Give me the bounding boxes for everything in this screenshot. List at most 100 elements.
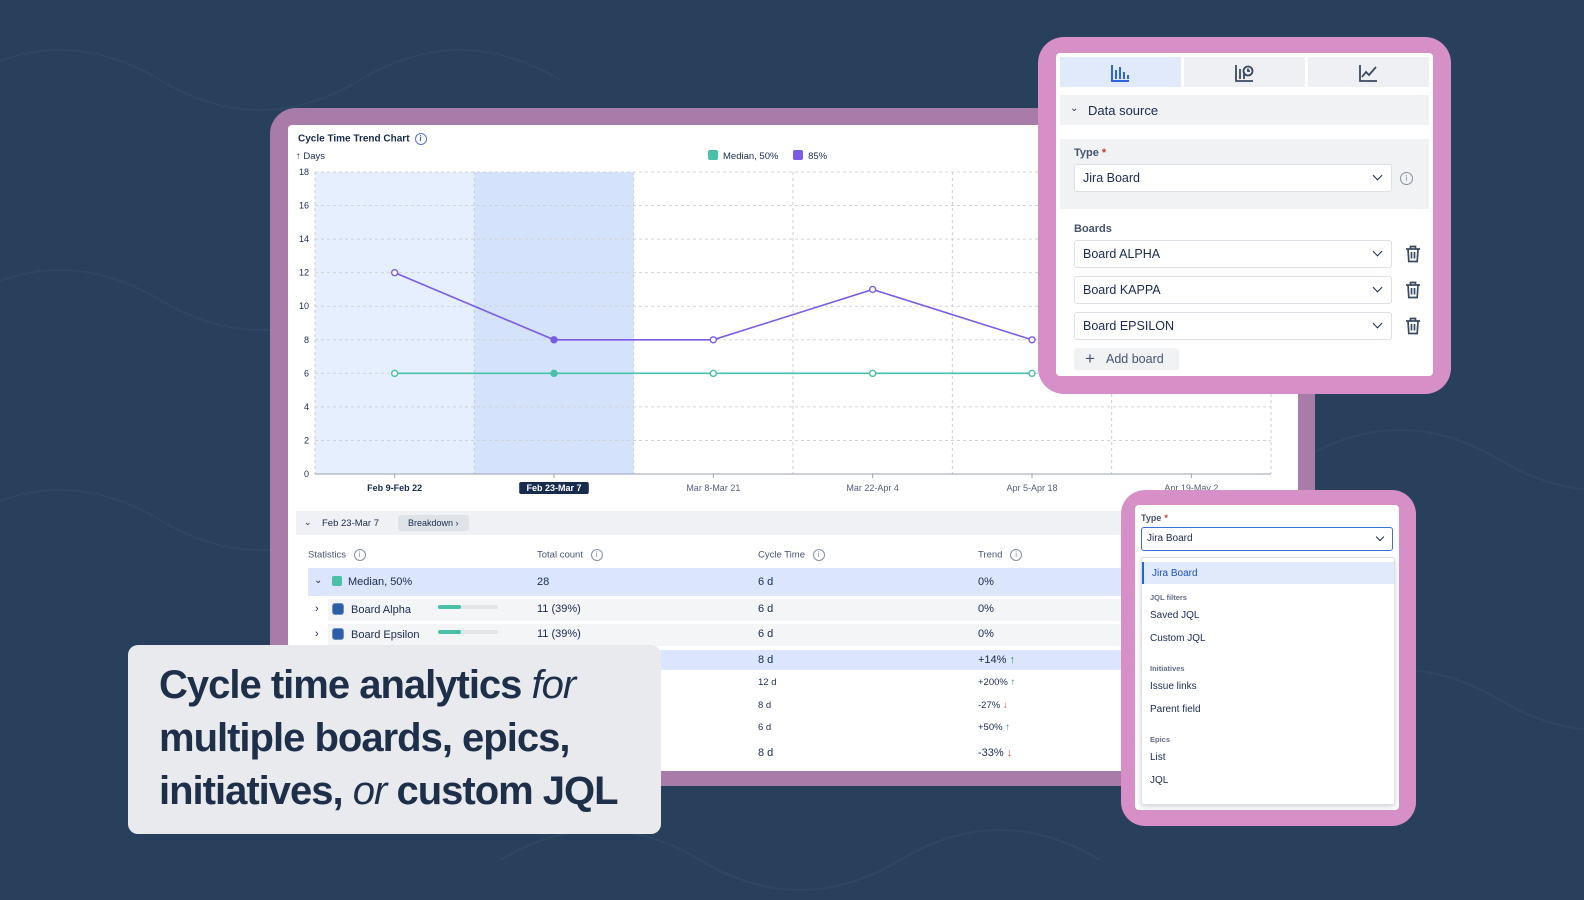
- share-bar-fill: [438, 630, 462, 634]
- header-trend: Trend i: [978, 549, 1023, 561]
- info-icon[interactable]: i: [414, 133, 427, 145]
- type-label-text: Type: [1141, 513, 1162, 523]
- legend-item-median[interactable]: Median, 50%: [708, 150, 778, 162]
- legend-swatch-median: [708, 150, 718, 160]
- trend: 0%: [978, 628, 994, 640]
- add-board-label: Add board: [1106, 352, 1164, 366]
- x-tick-label[interactable]: Feb 9-Feb 22: [367, 483, 422, 493]
- add-board-button[interactable]: + Add board: [1074, 348, 1179, 370]
- table-row[interactable]: › Board Alpha 11 (39%) 6 d 0%: [315, 599, 1293, 621]
- x-tick-label[interactable]: Apr 5-Apr 18: [1006, 483, 1057, 493]
- type-select-open[interactable]: Jira Board: [1141, 527, 1393, 551]
- legend-item-85[interactable]: 85%: [793, 150, 827, 162]
- data-point[interactable]: [390, 268, 399, 277]
- stat-name-text: Board Epsilon: [351, 629, 420, 641]
- data-point[interactable]: [1028, 336, 1036, 344]
- trash-icon[interactable]: [1405, 281, 1421, 299]
- group-jql-filters: JQL filters: [1150, 593, 1187, 602]
- marketing-caption: Cycle time analytics for multiple boards…: [128, 645, 661, 834]
- chart-title: Cycle Time Trend Chart i: [298, 133, 427, 145]
- y-tick-label: 12: [299, 268, 309, 278]
- time-chart-icon: [1235, 65, 1254, 82]
- arrow-down-icon: ↓: [1002, 700, 1008, 711]
- data-point[interactable]: [390, 369, 399, 378]
- breakdown-button[interactable]: Breakdown ›: [398, 515, 469, 531]
- stat-name: Board Epsilon: [332, 628, 420, 641]
- header-statistics-text: Statistics: [308, 549, 347, 561]
- option-saved-jql[interactable]: Saved JQL: [1142, 604, 1392, 626]
- data-point[interactable]: [550, 336, 558, 344]
- option-label: Saved JQL: [1150, 610, 1200, 621]
- data-point[interactable]: [709, 369, 718, 378]
- info-icon[interactable]: i: [1400, 172, 1413, 185]
- chevron-down-icon: [1372, 318, 1383, 329]
- type-select-value: Jira Board: [1083, 171, 1140, 185]
- type-select-value: Jira Board: [1147, 533, 1193, 544]
- board-select-3[interactable]: Board EPSILON: [1074, 312, 1392, 340]
- option-custom-jql[interactable]: Custom JQL: [1142, 627, 1392, 649]
- cycle-time: 8 d: [758, 747, 774, 759]
- y-tick-label: 18: [299, 167, 309, 177]
- data-point[interactable]: [1028, 369, 1036, 378]
- data-point[interactable]: [709, 336, 718, 344]
- type-label-text: Type: [1074, 147, 1099, 159]
- table-row[interactable]: 6 d +50% ↑: [308, 722, 1293, 740]
- chevron-down-icon[interactable]: ⌄: [314, 575, 323, 586]
- chevron-down-icon[interactable]: ⌄: [304, 517, 312, 527]
- trend: +50% ↑: [978, 722, 1010, 733]
- board-select-1[interactable]: Board ALPHA: [1074, 240, 1392, 268]
- y-axis-label: ↑ Days: [296, 151, 326, 162]
- x-tick-label[interactable]: Mar 8-Mar 21: [686, 483, 740, 493]
- table-row[interactable]: › Board Epsilon 11 (39%) 6 d 0%: [315, 624, 1293, 646]
- chevron-right-icon[interactable]: ›: [315, 603, 319, 615]
- option-jira-board[interactable]: Jira Board: [1142, 562, 1394, 584]
- tab-bar-chart[interactable]: [1060, 57, 1181, 87]
- type-label: Type *: [1074, 147, 1106, 159]
- option-list[interactable]: List: [1142, 746, 1392, 768]
- info-icon[interactable]: i: [1010, 549, 1023, 561]
- option-label: Jira Board: [1152, 568, 1198, 579]
- data-source-section[interactable]: ⌄ Data source: [1060, 95, 1429, 125]
- table-row[interactable]: 12 d +200% ↑: [308, 677, 1293, 695]
- share-bar-fill: [438, 605, 462, 609]
- info-icon[interactable]: i: [353, 549, 366, 561]
- chevron-right-icon[interactable]: ›: [315, 628, 319, 640]
- arrow-down-icon: ↓: [1006, 747, 1013, 759]
- info-icon[interactable]: i: [590, 549, 603, 561]
- table-row[interactable]: 8 d -27% ↓: [308, 700, 1293, 718]
- board-select-2[interactable]: Board KAPPA: [1074, 276, 1392, 304]
- chevron-down-icon: [1372, 282, 1383, 293]
- data-point[interactable]: [868, 285, 877, 294]
- y-tick-label: 4: [304, 402, 309, 412]
- tab-time-chart[interactable]: [1184, 57, 1305, 87]
- option-jql[interactable]: JQL: [1142, 769, 1392, 791]
- trend: +14% ↑: [978, 654, 1015, 666]
- option-issue-links[interactable]: Issue links: [1142, 675, 1392, 697]
- trend-chart[interactable]: 0 2 4 6 8 10 12 14 16 18 Feb 9-Feb 22 Feb 23-Mar 7 M…: [288, 125, 1298, 505]
- table-row[interactable]: 8 d -33% ↓: [308, 746, 1293, 766]
- cycle-time: 8 d: [758, 700, 772, 711]
- x-tick-label[interactable]: Apr 19-May 2: [1164, 483, 1218, 493]
- info-icon[interactable]: i: [812, 549, 825, 561]
- group-initiatives: Initiatives: [1150, 664, 1185, 673]
- cycle-time: 12 d: [758, 677, 777, 688]
- group-epics: Epics: [1150, 735, 1171, 744]
- header-total-text: Total count: [537, 549, 583, 561]
- required-marker: *: [1164, 513, 1168, 523]
- data-point[interactable]: [868, 369, 877, 378]
- x-tick-label[interactable]: Feb 23-Mar 7: [526, 483, 581, 493]
- type-select[interactable]: Jira Board: [1074, 164, 1392, 192]
- type-options-list: Jira Board JQL filters Saved JQL Custom …: [1141, 557, 1395, 805]
- tab-line-chart[interactable]: [1308, 57, 1429, 87]
- trash-icon[interactable]: [1405, 317, 1421, 335]
- data-source-panel: ⌄ Data source Type * Jira Board i Boards …: [1056, 53, 1433, 376]
- option-parent-field[interactable]: Parent field: [1142, 698, 1392, 720]
- trend-text: +14%: [978, 654, 1007, 666]
- y-tick-label: 8: [304, 335, 309, 345]
- x-tick-label[interactable]: Mar 22-Apr 4: [846, 483, 899, 493]
- trash-icon[interactable]: [1405, 245, 1421, 263]
- chevron-down-icon: [1372, 170, 1383, 181]
- selected-column[interactable]: [474, 172, 634, 474]
- data-point[interactable]: [550, 369, 558, 378]
- cycle-time: 6 d: [758, 722, 772, 733]
